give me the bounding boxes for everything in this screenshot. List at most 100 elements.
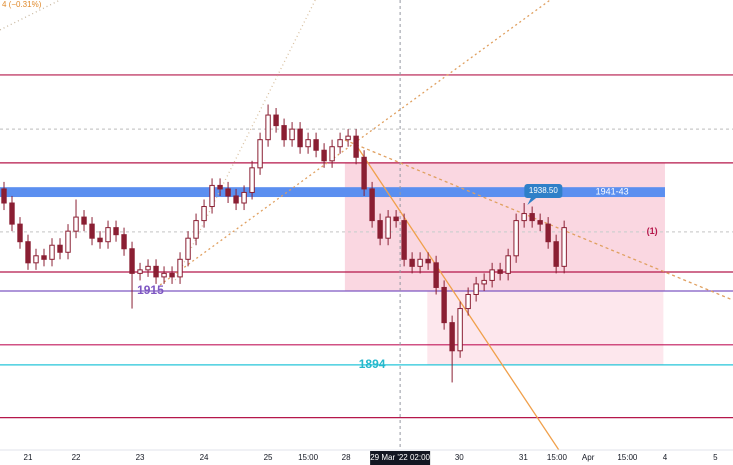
candle-body bbox=[41, 255, 47, 260]
candle-body bbox=[169, 272, 175, 278]
candle-body bbox=[193, 220, 199, 239]
annotation-text: 1894 bbox=[359, 357, 386, 371]
candle-body bbox=[433, 262, 439, 288]
candle-body bbox=[257, 139, 263, 169]
candle-body bbox=[33, 255, 39, 264]
x-tick-label: 15:00 bbox=[298, 453, 319, 462]
annotation-pointer bbox=[527, 197, 538, 206]
x-tick-label: 30 bbox=[455, 453, 464, 462]
candle-body bbox=[49, 244, 55, 260]
candle-body bbox=[545, 223, 551, 243]
candle-body bbox=[329, 146, 335, 162]
candle-body bbox=[289, 128, 295, 141]
x-tick-label: 24 bbox=[200, 453, 209, 462]
candle-body bbox=[385, 216, 391, 239]
candle-body bbox=[313, 139, 319, 151]
header-text: 4 (−0.31%) bbox=[2, 0, 42, 9]
candle-body bbox=[209, 184, 215, 208]
candle-body bbox=[361, 156, 367, 190]
candle-body bbox=[481, 279, 487, 285]
candle-body bbox=[65, 230, 71, 253]
candle-body bbox=[233, 195, 239, 204]
x-tick-label: 23 bbox=[136, 453, 145, 462]
candle-body bbox=[553, 241, 559, 267]
candle-body bbox=[17, 223, 23, 243]
candle-body bbox=[521, 213, 527, 222]
candle-body bbox=[73, 216, 79, 232]
candle-body bbox=[417, 258, 423, 267]
candle-body bbox=[265, 114, 271, 141]
candle-body bbox=[345, 135, 351, 141]
candle-body bbox=[281, 125, 287, 141]
annotation-text: (1) bbox=[647, 226, 658, 236]
candle-body bbox=[425, 258, 431, 264]
candle-body bbox=[377, 220, 383, 239]
candle-body bbox=[337, 139, 343, 148]
candle-body bbox=[249, 167, 255, 193]
candle-body bbox=[441, 286, 447, 324]
x-tick-label: 29 Mar '22 02:00 bbox=[370, 453, 430, 462]
x-tick-label: 25 bbox=[264, 453, 273, 462]
candle-body bbox=[353, 135, 359, 158]
candle-body bbox=[129, 248, 135, 274]
trend-line bbox=[355, 144, 560, 450]
candle-body bbox=[497, 269, 503, 274]
candle-body bbox=[369, 188, 375, 222]
x-tick-label: 15:00 bbox=[547, 453, 568, 462]
x-tick-label: 5 bbox=[713, 453, 718, 462]
candle-body bbox=[505, 255, 511, 274]
candle-body bbox=[305, 139, 311, 148]
candle-body bbox=[401, 220, 407, 260]
candle-body bbox=[57, 244, 63, 253]
candle-body bbox=[241, 191, 247, 204]
candle-body bbox=[489, 269, 495, 281]
x-tick-label: 21 bbox=[24, 453, 33, 462]
x-tick-label: Apr bbox=[582, 453, 595, 462]
x-tick-label: 22 bbox=[72, 453, 81, 462]
candle-body bbox=[393, 216, 399, 222]
candle-body bbox=[1, 188, 7, 204]
candle-body bbox=[449, 322, 455, 352]
candle-body bbox=[457, 308, 463, 352]
candle-body bbox=[113, 227, 119, 236]
candle-body bbox=[273, 114, 279, 127]
candle-body bbox=[137, 269, 143, 274]
candle-body bbox=[97, 237, 103, 243]
candle-body bbox=[561, 227, 567, 267]
x-tick-label: 31 bbox=[519, 453, 528, 462]
trend-line bbox=[344, 139, 733, 301]
candle-body bbox=[473, 283, 479, 295]
candle-body bbox=[321, 149, 327, 162]
candle-body bbox=[297, 128, 303, 148]
candle-body bbox=[81, 216, 87, 225]
candle-body bbox=[145, 265, 151, 271]
x-tick-highlight bbox=[370, 451, 431, 465]
candle-body bbox=[529, 213, 535, 222]
x-tick-label: 15:00 bbox=[617, 453, 638, 462]
candle-body bbox=[465, 293, 471, 310]
candle-body bbox=[89, 223, 95, 239]
candle-body bbox=[513, 220, 519, 257]
candle-body bbox=[409, 258, 415, 267]
candle-body bbox=[121, 234, 127, 250]
candle-body bbox=[153, 265, 159, 278]
annotation-text: 1941-43 bbox=[596, 186, 629, 196]
x-tick-label: 4 bbox=[663, 453, 668, 462]
candle-body bbox=[105, 227, 111, 243]
annotation-box bbox=[524, 184, 563, 199]
candle-body bbox=[25, 241, 31, 264]
x-tick-label: 28 bbox=[342, 453, 351, 462]
annotation-text: 1938.50 bbox=[529, 186, 558, 195]
candle-body bbox=[225, 188, 231, 197]
candle-body bbox=[217, 184, 223, 190]
zone bbox=[344, 162, 665, 291]
candle-body bbox=[201, 206, 207, 222]
plot-area: 1915 1894 1938.50 1941-43 (1) bbox=[0, 0, 733, 450]
candle-body bbox=[161, 272, 167, 278]
candle-body bbox=[177, 258, 183, 278]
annotation-text: 1915 bbox=[137, 283, 164, 297]
candle-body bbox=[185, 237, 191, 260]
candle-body bbox=[537, 220, 543, 225]
candle-body bbox=[9, 202, 15, 225]
